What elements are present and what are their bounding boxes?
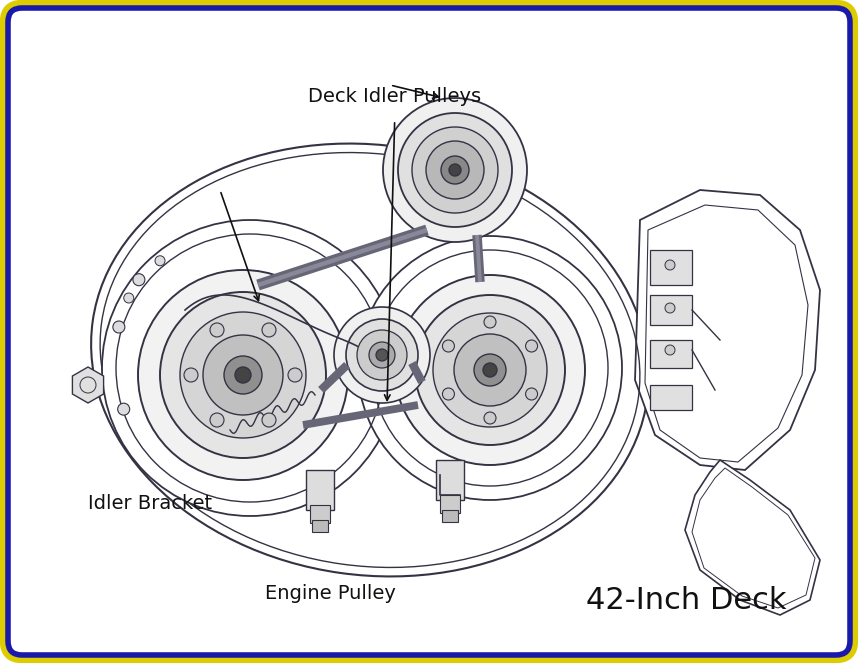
Bar <box>306 470 334 510</box>
Polygon shape <box>72 367 104 403</box>
Circle shape <box>262 413 276 427</box>
Polygon shape <box>685 460 820 615</box>
Circle shape <box>203 335 283 415</box>
Bar <box>650 295 692 325</box>
Circle shape <box>138 270 348 480</box>
Circle shape <box>118 403 130 415</box>
Circle shape <box>441 156 469 184</box>
Circle shape <box>160 292 326 458</box>
Circle shape <box>426 141 484 199</box>
Circle shape <box>412 127 498 213</box>
Circle shape <box>210 413 224 427</box>
Text: Idler Bracket: Idler Bracket <box>88 495 212 513</box>
Circle shape <box>526 340 538 352</box>
Bar <box>442 510 458 522</box>
Circle shape <box>210 323 224 337</box>
Bar <box>310 505 330 523</box>
Circle shape <box>395 275 585 465</box>
Circle shape <box>383 98 527 242</box>
Bar <box>440 495 460 513</box>
Text: Deck Idler Pulleys: Deck Idler Pulleys <box>308 87 481 105</box>
Circle shape <box>357 330 407 380</box>
FancyBboxPatch shape <box>8 8 850 655</box>
Circle shape <box>443 340 455 352</box>
Circle shape <box>124 293 134 303</box>
Circle shape <box>358 236 622 500</box>
Circle shape <box>665 345 675 355</box>
Circle shape <box>665 260 675 270</box>
Circle shape <box>376 349 388 361</box>
Bar <box>650 340 692 368</box>
Ellipse shape <box>91 144 649 576</box>
Circle shape <box>133 274 145 286</box>
Text: 42-Inch Deck: 42-Inch Deck <box>586 585 787 615</box>
Circle shape <box>369 342 395 368</box>
Circle shape <box>224 356 262 394</box>
Circle shape <box>262 323 276 337</box>
Circle shape <box>449 164 461 176</box>
FancyBboxPatch shape <box>4 4 854 659</box>
Circle shape <box>235 367 251 383</box>
Circle shape <box>484 412 496 424</box>
Text: Engine Pulley: Engine Pulley <box>265 584 396 603</box>
Circle shape <box>113 321 125 333</box>
Circle shape <box>454 334 526 406</box>
Circle shape <box>288 368 302 382</box>
Circle shape <box>484 316 496 328</box>
Circle shape <box>415 295 565 445</box>
Circle shape <box>398 113 512 227</box>
Polygon shape <box>635 190 820 470</box>
Circle shape <box>346 319 418 391</box>
Circle shape <box>443 388 455 400</box>
Circle shape <box>526 388 538 400</box>
Circle shape <box>102 220 398 516</box>
Bar <box>650 250 692 285</box>
Circle shape <box>483 363 497 377</box>
Bar <box>436 460 464 500</box>
Circle shape <box>433 313 547 427</box>
Bar <box>312 520 328 532</box>
Circle shape <box>474 354 506 386</box>
Circle shape <box>665 303 675 313</box>
Circle shape <box>184 368 198 382</box>
Circle shape <box>155 256 165 266</box>
Circle shape <box>180 312 306 438</box>
Bar <box>650 385 692 410</box>
Circle shape <box>334 307 430 403</box>
